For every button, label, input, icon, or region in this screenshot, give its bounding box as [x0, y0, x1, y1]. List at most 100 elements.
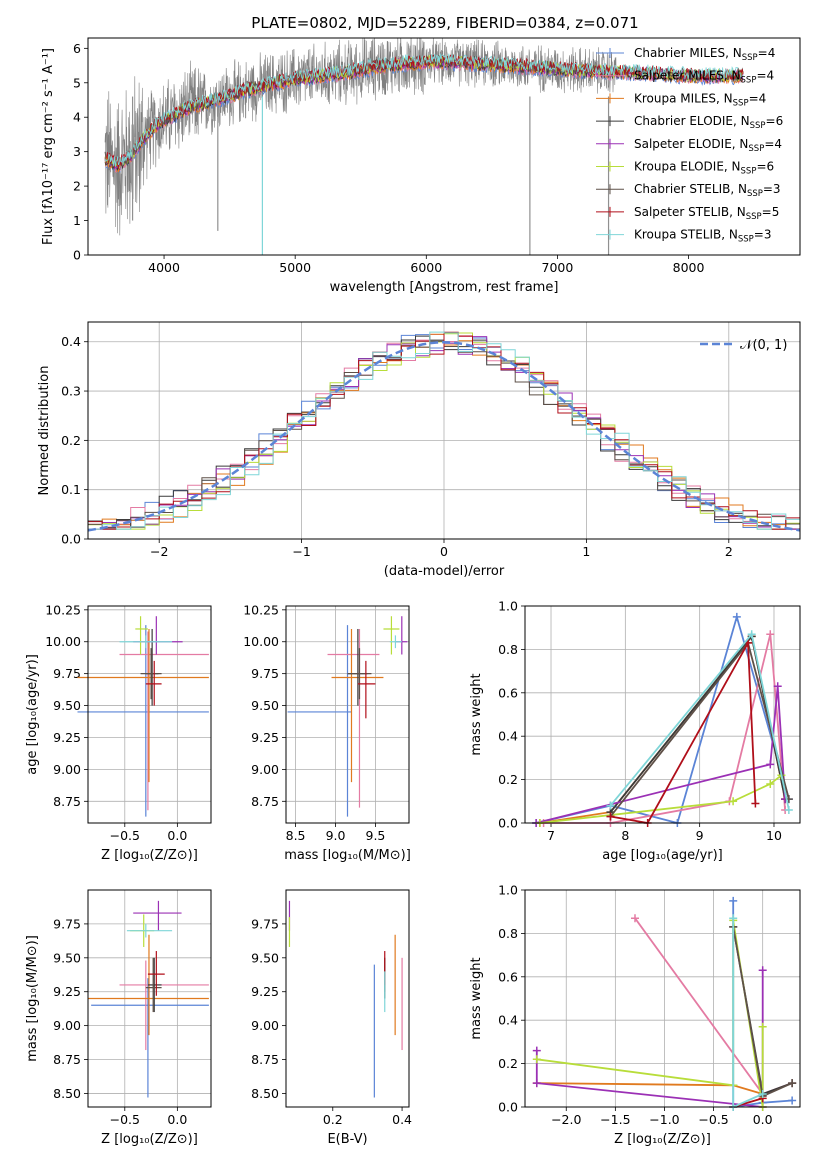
y-tick-label: 0.3 — [61, 384, 81, 399]
model-spectrum-line — [104, 53, 744, 167]
y-tick-label: 9.00 — [53, 762, 81, 777]
y-tick-label: 8.50 — [251, 1086, 279, 1101]
legend-entry: Chabrier STELIB, NSSP=3 — [634, 182, 781, 199]
y-tick-label: 0.8 — [498, 642, 518, 657]
legend-entry: Salpeter STELIB, NSSP=5 — [634, 205, 779, 222]
y-tick-label: 0.4 — [61, 334, 81, 349]
y-tick-label: 0 — [73, 248, 81, 263]
mass-weight-marker — [788, 1096, 797, 1105]
x-axis-label: mass [log₁₀(M/M⊙)] — [284, 848, 411, 863]
legend-entry: Chabrier MILES, NSSP=4 — [634, 46, 775, 63]
weight-vs-age-panel: 7 8 9 10 0.0 0.2 0.4 0.6 0.8 1.0 age [log₁₀(age/yr… — [469, 599, 801, 863]
y-tick-label: 3 — [73, 144, 81, 159]
mass-weight-line — [535, 970, 764, 1109]
legend-entry: 𝒩(0, 1) — [740, 338, 787, 353]
x-tick-label: 5000 — [279, 260, 311, 275]
x-tick-label: 10 — [766, 828, 782, 843]
age-vs-mass-panel: 8.5 9.0 9.5 8.75 9.00 9.25 9.50 9.75 10.00 10.25 m… — [243, 602, 411, 863]
y-tick-label: 9.75 — [251, 916, 279, 931]
mass-weight-marker — [729, 896, 738, 905]
y-tick-label: 10.25 — [45, 602, 81, 617]
x-tick-label: 8000 — [673, 260, 705, 275]
normal-reference-curve — [87, 340, 801, 532]
residuals-panel: −2 −1 0 1 2 0.0 0.1 0.2 0.3 0.4 (data-model)/error… — [37, 321, 801, 579]
mass-weight-marker — [773, 682, 782, 691]
x-tick-label: 0 — [440, 544, 448, 559]
x-tick-label: 9.0 — [326, 828, 346, 843]
y-tick-label: 6 — [73, 41, 81, 56]
mass-weight-line — [536, 920, 764, 1108]
legend-entry: Kroupa MILES, NSSP=4 — [634, 91, 766, 108]
x-tick-label: −1.0 — [649, 1112, 679, 1127]
x-tick-label: 0.0 — [753, 1112, 773, 1127]
legend-entry: Salpeter MILES, NSSP=4 — [634, 69, 774, 86]
y-axis-label: Flux [fλ10⁻¹⁷ erg cm⁻² s⁻¹ A⁻¹] — [41, 48, 56, 245]
model-spectrum-line — [104, 55, 744, 170]
x-axis-label: wavelength [Angstrom, rest frame] — [330, 280, 559, 295]
spectrum-legend: Chabrier MILES, NSSP=4 Salpeter MILES, NS… — [596, 46, 783, 245]
y-tick-label: 9.50 — [53, 698, 81, 713]
y-tick-label: 10.25 — [243, 602, 279, 617]
mass-weight-marker — [788, 1079, 797, 1088]
y-tick-label: 4 — [73, 110, 81, 125]
mass-weight-marker — [732, 612, 741, 621]
x-tick-label: 2 — [725, 544, 733, 559]
y-tick-label: 0.0 — [498, 816, 518, 831]
x-tick-label: −0.5 — [110, 1112, 140, 1127]
y-tick-label: 9.25 — [53, 984, 81, 999]
y-tick-label: 0.0 — [498, 1100, 518, 1115]
y-tick-label: 0.8 — [498, 926, 518, 941]
y-tick-label: 0.0 — [61, 532, 81, 547]
y-tick-label: 8.50 — [53, 1086, 81, 1101]
y-tick-label: 1.0 — [498, 883, 518, 898]
mass-weight-marker — [606, 801, 615, 810]
mass-weight-marker — [729, 797, 738, 806]
mass-weight-marker — [751, 799, 760, 808]
y-tick-label: 9.75 — [53, 666, 81, 681]
mass-weight-marker — [747, 630, 756, 639]
x-tick-label: 0.4 — [392, 1112, 412, 1127]
model-spectrum-line — [104, 54, 744, 169]
x-tick-label: 6000 — [410, 260, 442, 275]
mass-weight-marker — [766, 779, 775, 788]
y-tick-label: 1.0 — [498, 599, 518, 614]
x-tick-label: 9.5 — [366, 828, 386, 843]
mass-weight-line — [610, 639, 757, 824]
x-tick-label: 7000 — [542, 260, 574, 275]
x-tick-label: 7 — [547, 828, 555, 843]
mass-weight-line — [535, 686, 786, 824]
mass-weight-marker — [758, 1089, 767, 1098]
x-tick-label: 0.0 — [167, 828, 187, 843]
y-tick-label: 2 — [73, 179, 81, 194]
legend-entry: Salpeter ELODIE, NSSP=4 — [634, 137, 782, 154]
mass-weight-marker — [766, 630, 775, 639]
legend-entry: Kroupa STELIB, NSSP=3 — [634, 228, 772, 245]
mass-weight-marker — [532, 1046, 541, 1055]
axes-frame — [524, 889, 801, 1108]
x-axis-label: Z [log₁₀(Z/Z⊙)] — [614, 1132, 711, 1147]
x-tick-label: −2.0 — [551, 1112, 581, 1127]
y-tick-label: 0.2 — [498, 772, 518, 787]
mass-weight-marker — [784, 805, 793, 814]
y-tick-label: 8.75 — [251, 794, 279, 809]
y-tick-label: 8.75 — [53, 794, 81, 809]
y-tick-label: 9.00 — [251, 1018, 279, 1033]
mass-weight-marker — [758, 966, 767, 975]
y-axis-label: mass weight — [469, 957, 484, 1039]
x-tick-label: 9 — [696, 828, 704, 843]
axes-frame — [524, 605, 801, 824]
y-tick-label: 1 — [73, 213, 81, 228]
y-tick-label: 0.4 — [498, 1013, 518, 1028]
y-tick-label: 9.00 — [251, 762, 279, 777]
y-tick-label: 0.2 — [498, 1056, 518, 1071]
x-tick-label: −1 — [292, 544, 310, 559]
x-axis-label: E(B-V) — [327, 1132, 367, 1147]
mass-weight-marker — [532, 1055, 541, 1064]
age-vs-Z-panel: −0.5 0.0 8.75 9.00 9.25 9.50 9.75 10.00 10.25 Z [… — [25, 602, 212, 863]
y-axis-label: Normed distribution — [37, 366, 52, 496]
mass-weight-marker — [766, 760, 775, 769]
axes-frame — [87, 321, 801, 540]
mass-weight-line — [609, 634, 786, 813]
x-axis-label: (data-model)/error — [384, 564, 505, 579]
y-tick-label: 8.75 — [53, 1052, 81, 1067]
